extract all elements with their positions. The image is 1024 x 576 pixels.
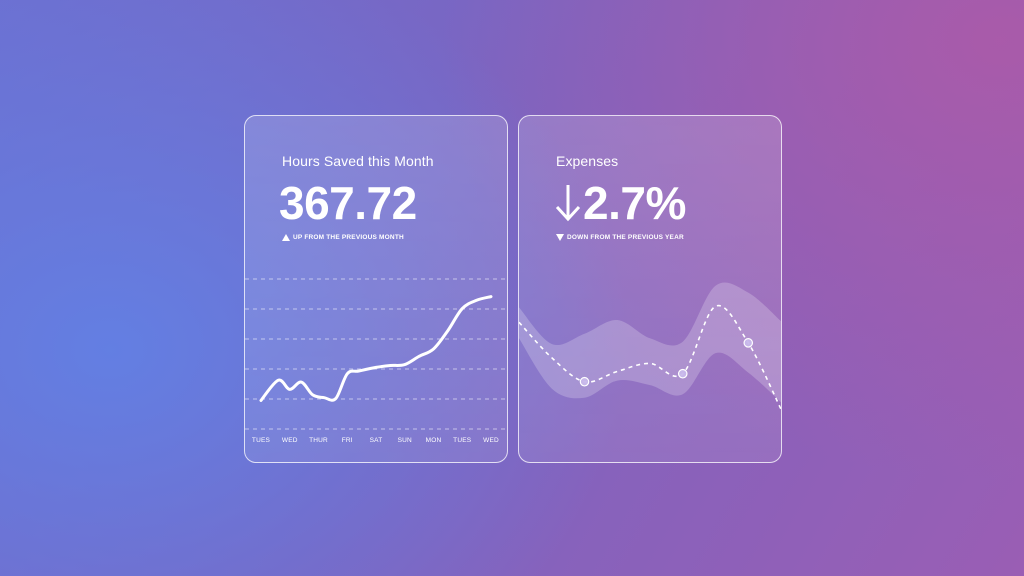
expenses-subtitle: DOWN FROM THE PREVIOUS YEAR: [567, 234, 684, 241]
hours-line-chart: [245, 278, 507, 430]
x-tick-label: TUES: [251, 437, 271, 444]
expenses-range-band: [519, 282, 781, 403]
x-tick-label: WED: [281, 437, 298, 444]
x-tick-label: FRI: [341, 437, 353, 444]
x-tick-label: WED: [483, 437, 499, 444]
expenses-title: Expenses: [556, 153, 619, 169]
expenses-card: Expenses 2.7% DOWN FROM THE PREVIOUS YEA…: [518, 115, 782, 463]
x-tick-label: TUES: [453, 437, 472, 444]
triangle-up-icon: [282, 234, 290, 241]
x-tick-label: SAT: [369, 437, 383, 444]
hours-x-axis: TUES WED THUR FRI SAT SUN MON TUES WED: [245, 437, 507, 447]
x-tick-label: SUN: [397, 437, 412, 444]
expenses-area-chart: [519, 282, 781, 410]
hours-saved-value: 367.72: [279, 177, 417, 229]
x-tick-label: MON: [425, 437, 442, 444]
hours-saved-card: Hours Saved this Month 367.72 UP FROM TH…: [244, 115, 508, 463]
data-point-marker: [743, 338, 754, 348]
arrow-down-icon: [555, 185, 581, 222]
data-point-marker: [677, 368, 688, 379]
triangle-down-icon: [556, 234, 564, 241]
hours-saved-title: Hours Saved this Month: [282, 153, 434, 169]
hours-series-line: [259, 295, 493, 402]
x-tick-label: THUR: [309, 437, 328, 444]
expenses-value: 2.7%: [583, 177, 686, 229]
data-point-marker: [579, 376, 590, 387]
hours-saved-subtitle: UP FROM THE PREVIOUS MONTH: [293, 234, 404, 241]
